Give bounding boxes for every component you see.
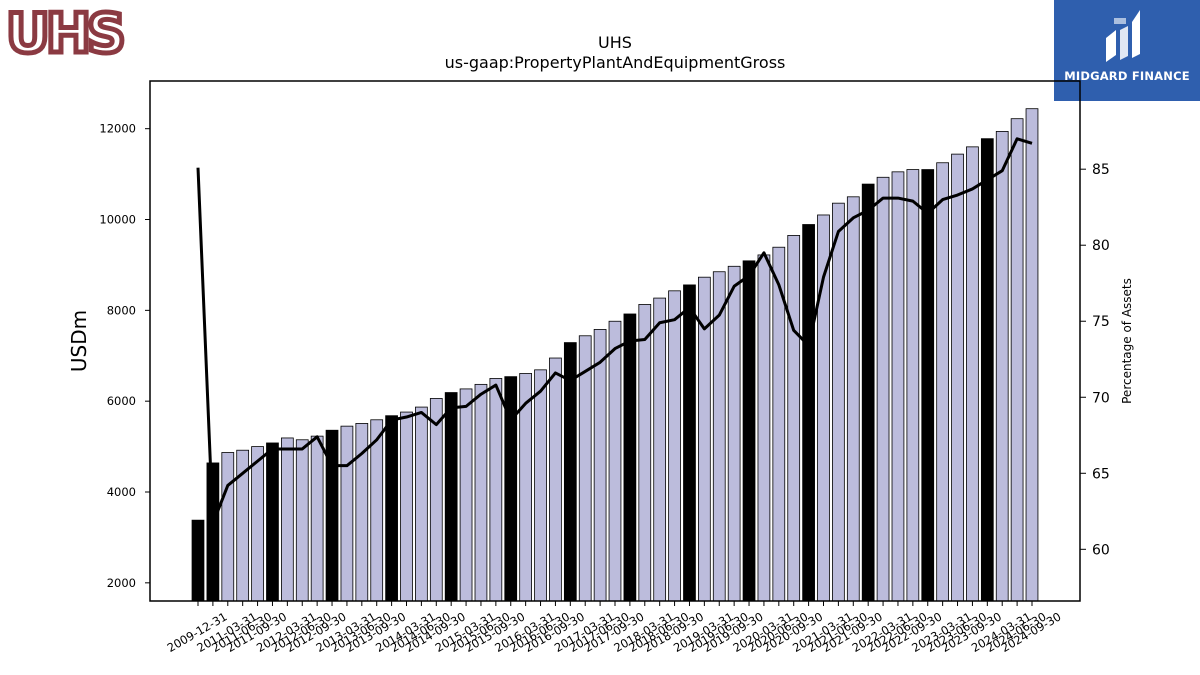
bar-2016-09-30 xyxy=(549,357,562,602)
bar-2011-12-31 xyxy=(266,442,279,602)
bar-2012-09-30 xyxy=(310,435,324,602)
midgard-finance-logo: MIDGARD FINANCE xyxy=(1054,0,1200,101)
bar-2022-09-30 xyxy=(906,169,920,602)
bar-2013-03-31 xyxy=(340,425,354,602)
y-tick-label: 8000 xyxy=(107,303,136,317)
x-tick-group: 2009-12-312011-03-312011-06-302011-09-30… xyxy=(165,601,1064,655)
bar-2019-06-30 xyxy=(712,271,726,602)
bar-2013-09-30 xyxy=(370,419,384,602)
chart-title: UHS xyxy=(598,33,632,52)
bar-2017-09-30 xyxy=(608,320,622,602)
y2-tick-label: 65 xyxy=(1092,466,1110,482)
bar-2012-03-31 xyxy=(280,437,294,602)
y-tick-label: 2000 xyxy=(107,576,136,590)
bar-2017-06-30 xyxy=(593,329,607,602)
bar-2023-06-30 xyxy=(951,153,964,602)
bar-2021-12-31 xyxy=(861,183,875,602)
y-tick-label: 12000 xyxy=(99,122,136,136)
bar-2022-12-31 xyxy=(921,169,935,602)
bar-2021-06-30 xyxy=(832,202,845,602)
y2-tick-label: 85 xyxy=(1092,162,1110,178)
y-tick-label: 6000 xyxy=(107,394,136,408)
chart-subtitle: us-gaap:PropertyPlantAndEquipmentGross xyxy=(445,53,786,72)
bar-2023-12-31 xyxy=(980,138,994,602)
bar-2022-06-30 xyxy=(891,171,905,602)
bar-2013-12-31 xyxy=(385,415,398,602)
bar-2014-09-30 xyxy=(429,398,443,602)
bar-2023-03-31 xyxy=(936,162,950,602)
bar-2023-09-30 xyxy=(966,146,979,602)
bar-2017-12-31 xyxy=(623,313,637,602)
y2-axis-label: Percentage of Assets xyxy=(1120,278,1134,404)
bar-2010-12-31 xyxy=(206,462,220,602)
y2-tick-label: 80 xyxy=(1092,238,1110,254)
y2-tick-label: 70 xyxy=(1092,390,1110,406)
bar-2024-09-30 xyxy=(1025,108,1039,602)
y-axis-label: USDm xyxy=(67,310,91,372)
bar-2018-03-31 xyxy=(638,304,652,602)
bar-2021-09-30 xyxy=(846,196,860,602)
bar-2016-06-30 xyxy=(534,369,547,602)
bar-2022-03-31 xyxy=(876,176,890,602)
y2-tick-group: 60 65 70 75 80 85 xyxy=(1080,162,1110,558)
bar-2014-12-31 xyxy=(444,392,458,602)
bar-2015-06-30 xyxy=(474,383,488,602)
bar-group xyxy=(191,108,1039,602)
bar-2015-09-30 xyxy=(489,378,503,602)
percentage-line xyxy=(196,137,1033,525)
bar-2019-12-31 xyxy=(742,260,756,602)
bar-2015-03-31 xyxy=(459,388,473,602)
bar-2009-12-31 xyxy=(191,519,205,602)
y2-tick-label: 60 xyxy=(1092,542,1110,558)
y2-tick-label: 75 xyxy=(1092,314,1110,330)
bar-2020-03-31 xyxy=(757,254,771,602)
bar-2020-09-30 xyxy=(787,235,801,602)
bar-2014-03-31 xyxy=(400,411,413,602)
plot-frame xyxy=(149,80,1081,602)
y-tick-label: 4000 xyxy=(107,485,136,499)
bar-2011-09-30 xyxy=(251,446,264,602)
uhs-logo: UHS xyxy=(4,0,129,68)
midgard-finance-wordmark: MIDGARD FINANCE xyxy=(1064,69,1190,83)
bar-2014-06-30 xyxy=(415,406,428,602)
bar-2019-09-30 xyxy=(727,265,741,602)
bar-2011-03-31 xyxy=(221,452,235,602)
bar-2018-12-31 xyxy=(683,284,696,602)
svg-text:UHS: UHS xyxy=(6,6,122,58)
y-tick-group: 2000 4000 6000 8000 10000 12000 xyxy=(99,122,150,590)
bar-2018-09-30 xyxy=(668,290,681,602)
bar-2020-12-31 xyxy=(802,224,815,602)
bar-2024-06-30 xyxy=(1010,118,1024,602)
bar-2012-06-30 xyxy=(295,439,309,602)
y-tick-label: 10000 xyxy=(99,213,136,227)
bar-2018-06-30 xyxy=(653,297,667,602)
bar-2024-03-31 xyxy=(995,131,1009,602)
